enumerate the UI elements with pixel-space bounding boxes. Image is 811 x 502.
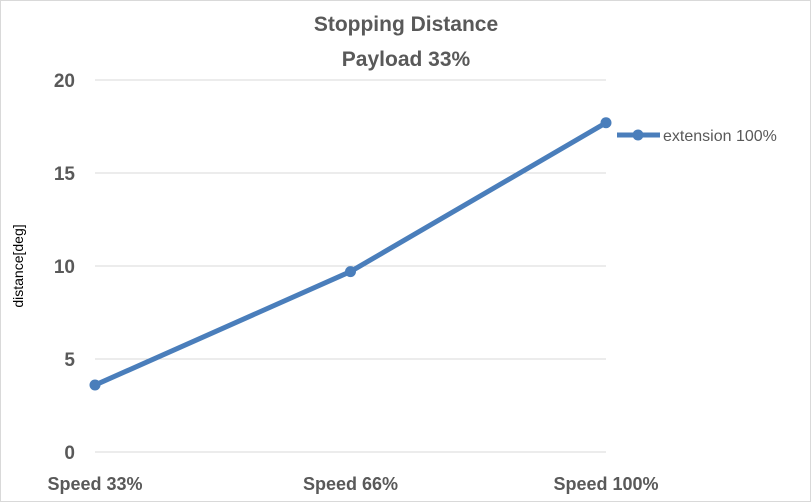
x-tick-label: Speed 66% — [303, 474, 398, 494]
legend-marker — [632, 129, 644, 141]
y-tick-label: 0 — [64, 443, 75, 464]
data-point — [600, 117, 612, 129]
y-tick-label: 10 — [54, 257, 75, 278]
y-tick-label: 5 — [64, 350, 75, 371]
chart-subtitle: Payload 33% — [342, 48, 471, 71]
x-tick-label: Speed 33% — [47, 474, 142, 494]
y-tick-label: 15 — [54, 164, 76, 185]
data-point — [345, 266, 356, 278]
chart-title: Stopping Distance — [314, 13, 498, 36]
y-tick-label: 20 — [54, 71, 75, 92]
legend-label: extension 100% — [663, 128, 777, 145]
data-point — [89, 379, 101, 391]
y-axis-label: distance[deg] — [10, 224, 26, 307]
x-tick-label: Speed 100% — [553, 474, 658, 494]
